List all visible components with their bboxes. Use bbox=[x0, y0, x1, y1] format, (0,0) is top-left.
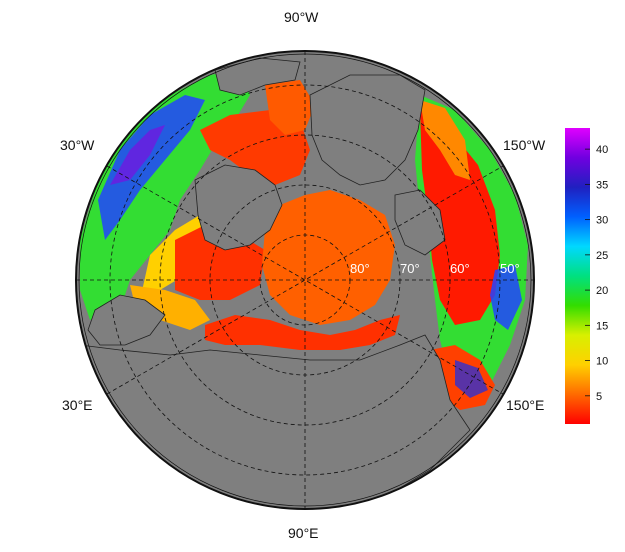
lat-label-50: 50° bbox=[500, 261, 520, 276]
globe-outline-inner bbox=[78, 53, 532, 507]
colorbar-tick-label: 15 bbox=[596, 320, 608, 332]
lon-label-upper-right: 150°W bbox=[503, 137, 546, 153]
barents-field bbox=[130, 285, 210, 330]
okhotsk-field-blue bbox=[455, 360, 488, 398]
meridian-diag-1 bbox=[106, 165, 504, 395]
pacific-field-blue bbox=[490, 265, 522, 330]
lon-label-upper-left: 30°W bbox=[60, 137, 95, 153]
siberian-coast-field bbox=[205, 315, 400, 350]
colorbar-tick-label: 5 bbox=[596, 391, 602, 403]
lon-label-top: 90°W bbox=[284, 9, 319, 25]
graticule bbox=[76, 51, 534, 509]
lat-label-70: 70° bbox=[400, 261, 420, 276]
lon-label-bottom: 90°E bbox=[288, 525, 319, 541]
atlantic-field-purple bbox=[110, 125, 165, 185]
colorbar-tick-label: 25 bbox=[596, 250, 608, 262]
north-america bbox=[309, 74, 426, 186]
colorbar: 40 35 30 25 20 15 10 5 bbox=[565, 128, 608, 424]
meridian-diag-2 bbox=[106, 165, 504, 395]
scandinavia bbox=[87, 294, 166, 346]
pacific-field-orange bbox=[420, 100, 470, 180]
colorbar-tick-label: 40 bbox=[596, 144, 608, 156]
colorbar-tick-label: 20 bbox=[596, 285, 608, 297]
lat-label-80: 80° bbox=[350, 261, 370, 276]
colorbar-gradient bbox=[565, 128, 590, 424]
alaska bbox=[394, 189, 446, 256]
colorbar-tick-label: 35 bbox=[596, 179, 608, 191]
lat-label-60: 60° bbox=[450, 261, 470, 276]
colorbar-tick-label: 30 bbox=[596, 215, 608, 227]
pacific-field-red bbox=[420, 110, 500, 325]
polar-cap bbox=[262, 190, 395, 325]
globe-outline bbox=[75, 50, 535, 510]
data-field bbox=[79, 57, 528, 509]
colorbar-ticks: 40 35 30 25 20 15 10 5 bbox=[585, 144, 608, 403]
labrador bbox=[214, 57, 301, 96]
hudson-field bbox=[265, 80, 315, 135]
atlantic-field-blue bbox=[98, 95, 205, 240]
colorbar-tick-label: 10 bbox=[596, 356, 608, 368]
lon-label-lower-right: 150°E bbox=[506, 397, 544, 413]
eurasia bbox=[79, 334, 471, 509]
lon-label-lower-left: 30°E bbox=[62, 397, 93, 413]
